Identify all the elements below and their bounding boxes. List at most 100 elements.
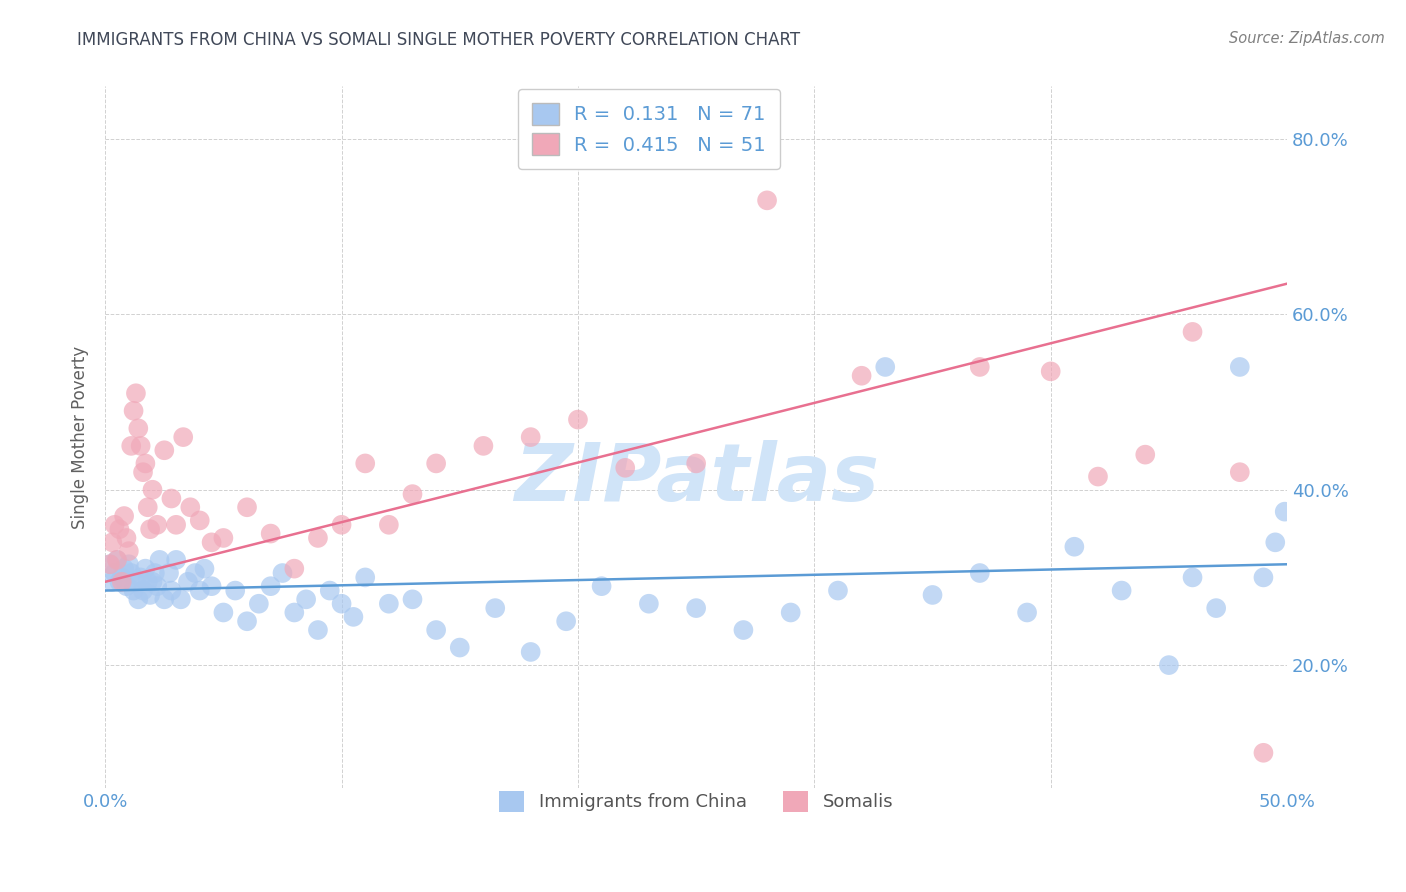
Point <box>271 566 294 580</box>
Point <box>354 570 377 584</box>
Point <box>136 574 159 589</box>
Point <box>105 553 128 567</box>
Point <box>122 404 145 418</box>
Point <box>449 640 471 655</box>
Point <box>921 588 943 602</box>
Point <box>969 566 991 580</box>
Point <box>212 531 235 545</box>
Point <box>104 517 127 532</box>
Point <box>1135 448 1157 462</box>
Point <box>519 430 541 444</box>
Point <box>283 606 305 620</box>
Point <box>614 460 637 475</box>
Point <box>127 421 149 435</box>
Point <box>188 583 211 598</box>
Point <box>177 574 200 589</box>
Point <box>98 558 121 572</box>
Point <box>236 500 259 515</box>
Point <box>111 574 134 589</box>
Point <box>260 579 283 593</box>
Point <box>224 583 246 598</box>
Y-axis label: Single Mother Poverty: Single Mother Poverty <box>72 345 89 529</box>
Point <box>425 457 447 471</box>
Point <box>685 457 707 471</box>
Point <box>160 583 183 598</box>
Point <box>115 531 138 545</box>
Point <box>101 574 124 589</box>
Point <box>193 561 215 575</box>
Point <box>165 517 187 532</box>
Point <box>129 570 152 584</box>
Point <box>1229 359 1251 374</box>
Point <box>851 368 873 383</box>
Point <box>153 443 176 458</box>
Point <box>1157 658 1180 673</box>
Point <box>136 500 159 515</box>
Point <box>1205 601 1227 615</box>
Point <box>330 597 353 611</box>
Point <box>148 553 170 567</box>
Point <box>141 574 163 589</box>
Point <box>519 645 541 659</box>
Point <box>118 544 141 558</box>
Point <box>756 194 779 208</box>
Point <box>157 566 180 580</box>
Point <box>685 601 707 615</box>
Point <box>1274 505 1296 519</box>
Point <box>134 561 156 575</box>
Point <box>1111 583 1133 598</box>
Point <box>112 561 135 575</box>
Point <box>591 579 613 593</box>
Point <box>200 579 222 593</box>
Point <box>354 457 377 471</box>
Point <box>1181 570 1204 584</box>
Point <box>104 566 127 580</box>
Point <box>105 553 128 567</box>
Point <box>212 606 235 620</box>
Point <box>111 570 134 584</box>
Point <box>827 583 849 598</box>
Point <box>1087 469 1109 483</box>
Point <box>307 623 329 637</box>
Point <box>184 566 207 580</box>
Point <box>779 606 801 620</box>
Point <box>125 574 148 589</box>
Point <box>1264 535 1286 549</box>
Point <box>567 412 589 426</box>
Point <box>1229 465 1251 479</box>
Point <box>120 566 142 580</box>
Point <box>129 439 152 453</box>
Point <box>134 457 156 471</box>
Point <box>125 386 148 401</box>
Point <box>132 465 155 479</box>
Point <box>378 517 401 532</box>
Point <box>179 500 201 515</box>
Point <box>112 509 135 524</box>
Point <box>1253 746 1275 760</box>
Point <box>638 597 661 611</box>
Point <box>1015 606 1038 620</box>
Point <box>875 359 897 374</box>
Point <box>139 522 162 536</box>
Point <box>425 623 447 637</box>
Point <box>146 517 169 532</box>
Point <box>733 623 755 637</box>
Point <box>1253 570 1275 584</box>
Point <box>127 592 149 607</box>
Point <box>342 610 364 624</box>
Point <box>160 491 183 506</box>
Point <box>307 531 329 545</box>
Point <box>139 588 162 602</box>
Point <box>1039 364 1062 378</box>
Point <box>260 526 283 541</box>
Text: IMMIGRANTS FROM CHINA VS SOMALI SINGLE MOTHER POVERTY CORRELATION CHART: IMMIGRANTS FROM CHINA VS SOMALI SINGLE M… <box>77 31 800 49</box>
Point <box>236 614 259 628</box>
Point <box>132 583 155 598</box>
Point <box>141 483 163 497</box>
Point <box>115 579 138 593</box>
Point <box>188 513 211 527</box>
Point <box>165 553 187 567</box>
Point <box>153 592 176 607</box>
Point <box>401 487 423 501</box>
Point <box>101 535 124 549</box>
